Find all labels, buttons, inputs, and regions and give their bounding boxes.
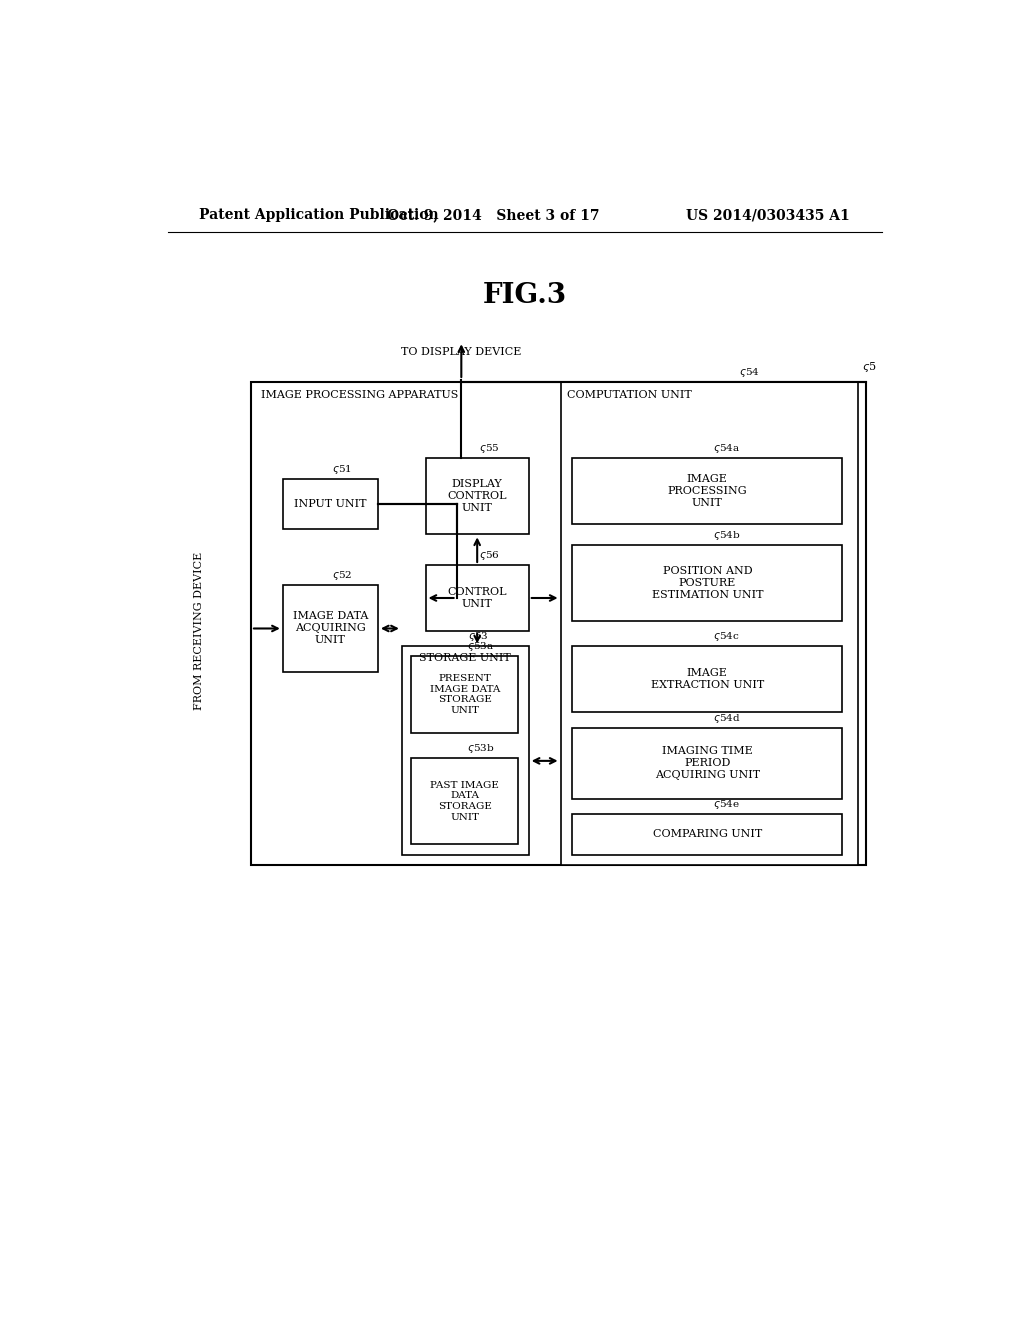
Text: $\varsigma$53b: $\varsigma$53b xyxy=(467,742,495,755)
Bar xyxy=(572,647,843,713)
Text: IMAGING TIME
PERIOD
ACQUIRING UNIT: IMAGING TIME PERIOD ACQUIRING UNIT xyxy=(654,746,760,780)
Bar xyxy=(283,479,378,529)
Text: $\varsigma$5: $\varsigma$5 xyxy=(862,360,877,374)
Text: IMAGE
EXTRACTION UNIT: IMAGE EXTRACTION UNIT xyxy=(650,668,764,690)
Text: PRESENT
IMAGE DATA
STORAGE
UNIT: PRESENT IMAGE DATA STORAGE UNIT xyxy=(430,675,500,715)
Text: INPUT UNIT: INPUT UNIT xyxy=(294,499,367,510)
Bar xyxy=(412,656,518,733)
Text: FIG.3: FIG.3 xyxy=(482,282,567,309)
Text: $\varsigma$54c: $\varsigma$54c xyxy=(713,630,739,643)
Text: IMAGE
PROCESSING
UNIT: IMAGE PROCESSING UNIT xyxy=(668,474,748,508)
Bar xyxy=(572,727,843,799)
Bar xyxy=(412,758,518,845)
Text: $\varsigma$51: $\varsigma$51 xyxy=(332,462,352,475)
Text: IMAGE PROCESSING APPARATUS: IMAGE PROCESSING APPARATUS xyxy=(260,391,458,400)
Text: $\varsigma$54e: $\varsigma$54e xyxy=(713,797,739,810)
Text: Patent Application Publication: Patent Application Publication xyxy=(200,209,439,222)
Text: CONTROL
UNIT: CONTROL UNIT xyxy=(447,587,507,609)
Text: TO DISPLAY DEVICE: TO DISPLAY DEVICE xyxy=(401,347,521,356)
Bar xyxy=(572,458,843,524)
Text: $\varsigma$55: $\varsigma$55 xyxy=(479,442,500,455)
Text: $\varsigma$53: $\varsigma$53 xyxy=(468,630,488,643)
Text: STORAGE UNIT: STORAGE UNIT xyxy=(420,653,511,664)
Text: DISPLAY
CONTROL
UNIT: DISPLAY CONTROL UNIT xyxy=(447,479,507,513)
Bar xyxy=(283,585,378,672)
Bar xyxy=(401,647,528,854)
Text: US 2014/0303435 A1: US 2014/0303435 A1 xyxy=(686,209,850,222)
Text: COMPARING UNIT: COMPARING UNIT xyxy=(652,829,762,840)
Text: PAST IMAGE
DATA
STORAGE
UNIT: PAST IMAGE DATA STORAGE UNIT xyxy=(430,780,500,822)
Text: POSITION AND
POSTURE
ESTIMATION UNIT: POSITION AND POSTURE ESTIMATION UNIT xyxy=(651,566,763,599)
Bar xyxy=(560,381,858,865)
Text: Oct. 9, 2014   Sheet 3 of 17: Oct. 9, 2014 Sheet 3 of 17 xyxy=(387,209,599,222)
Bar xyxy=(572,814,843,854)
Text: $\varsigma$54: $\varsigma$54 xyxy=(739,366,760,379)
Text: $\varsigma$54b: $\varsigma$54b xyxy=(713,528,740,541)
Text: $\varsigma$53a: $\varsigma$53a xyxy=(467,640,495,653)
Text: COMPUTATION UNIT: COMPUTATION UNIT xyxy=(567,391,691,400)
Text: IMAGE DATA
ACQUIRING
UNIT: IMAGE DATA ACQUIRING UNIT xyxy=(293,611,368,645)
Text: $\varsigma$52: $\varsigma$52 xyxy=(332,569,352,582)
Text: $\varsigma$54a: $\varsigma$54a xyxy=(713,442,740,455)
Bar xyxy=(572,545,843,620)
Text: $\varsigma$56: $\varsigma$56 xyxy=(479,549,500,562)
Bar xyxy=(426,458,528,535)
Text: $\varsigma$54d: $\varsigma$54d xyxy=(713,711,740,725)
Bar xyxy=(426,565,528,631)
Text: FROM RECEIVING DEVICE: FROM RECEIVING DEVICE xyxy=(195,552,205,710)
Bar xyxy=(251,381,866,865)
